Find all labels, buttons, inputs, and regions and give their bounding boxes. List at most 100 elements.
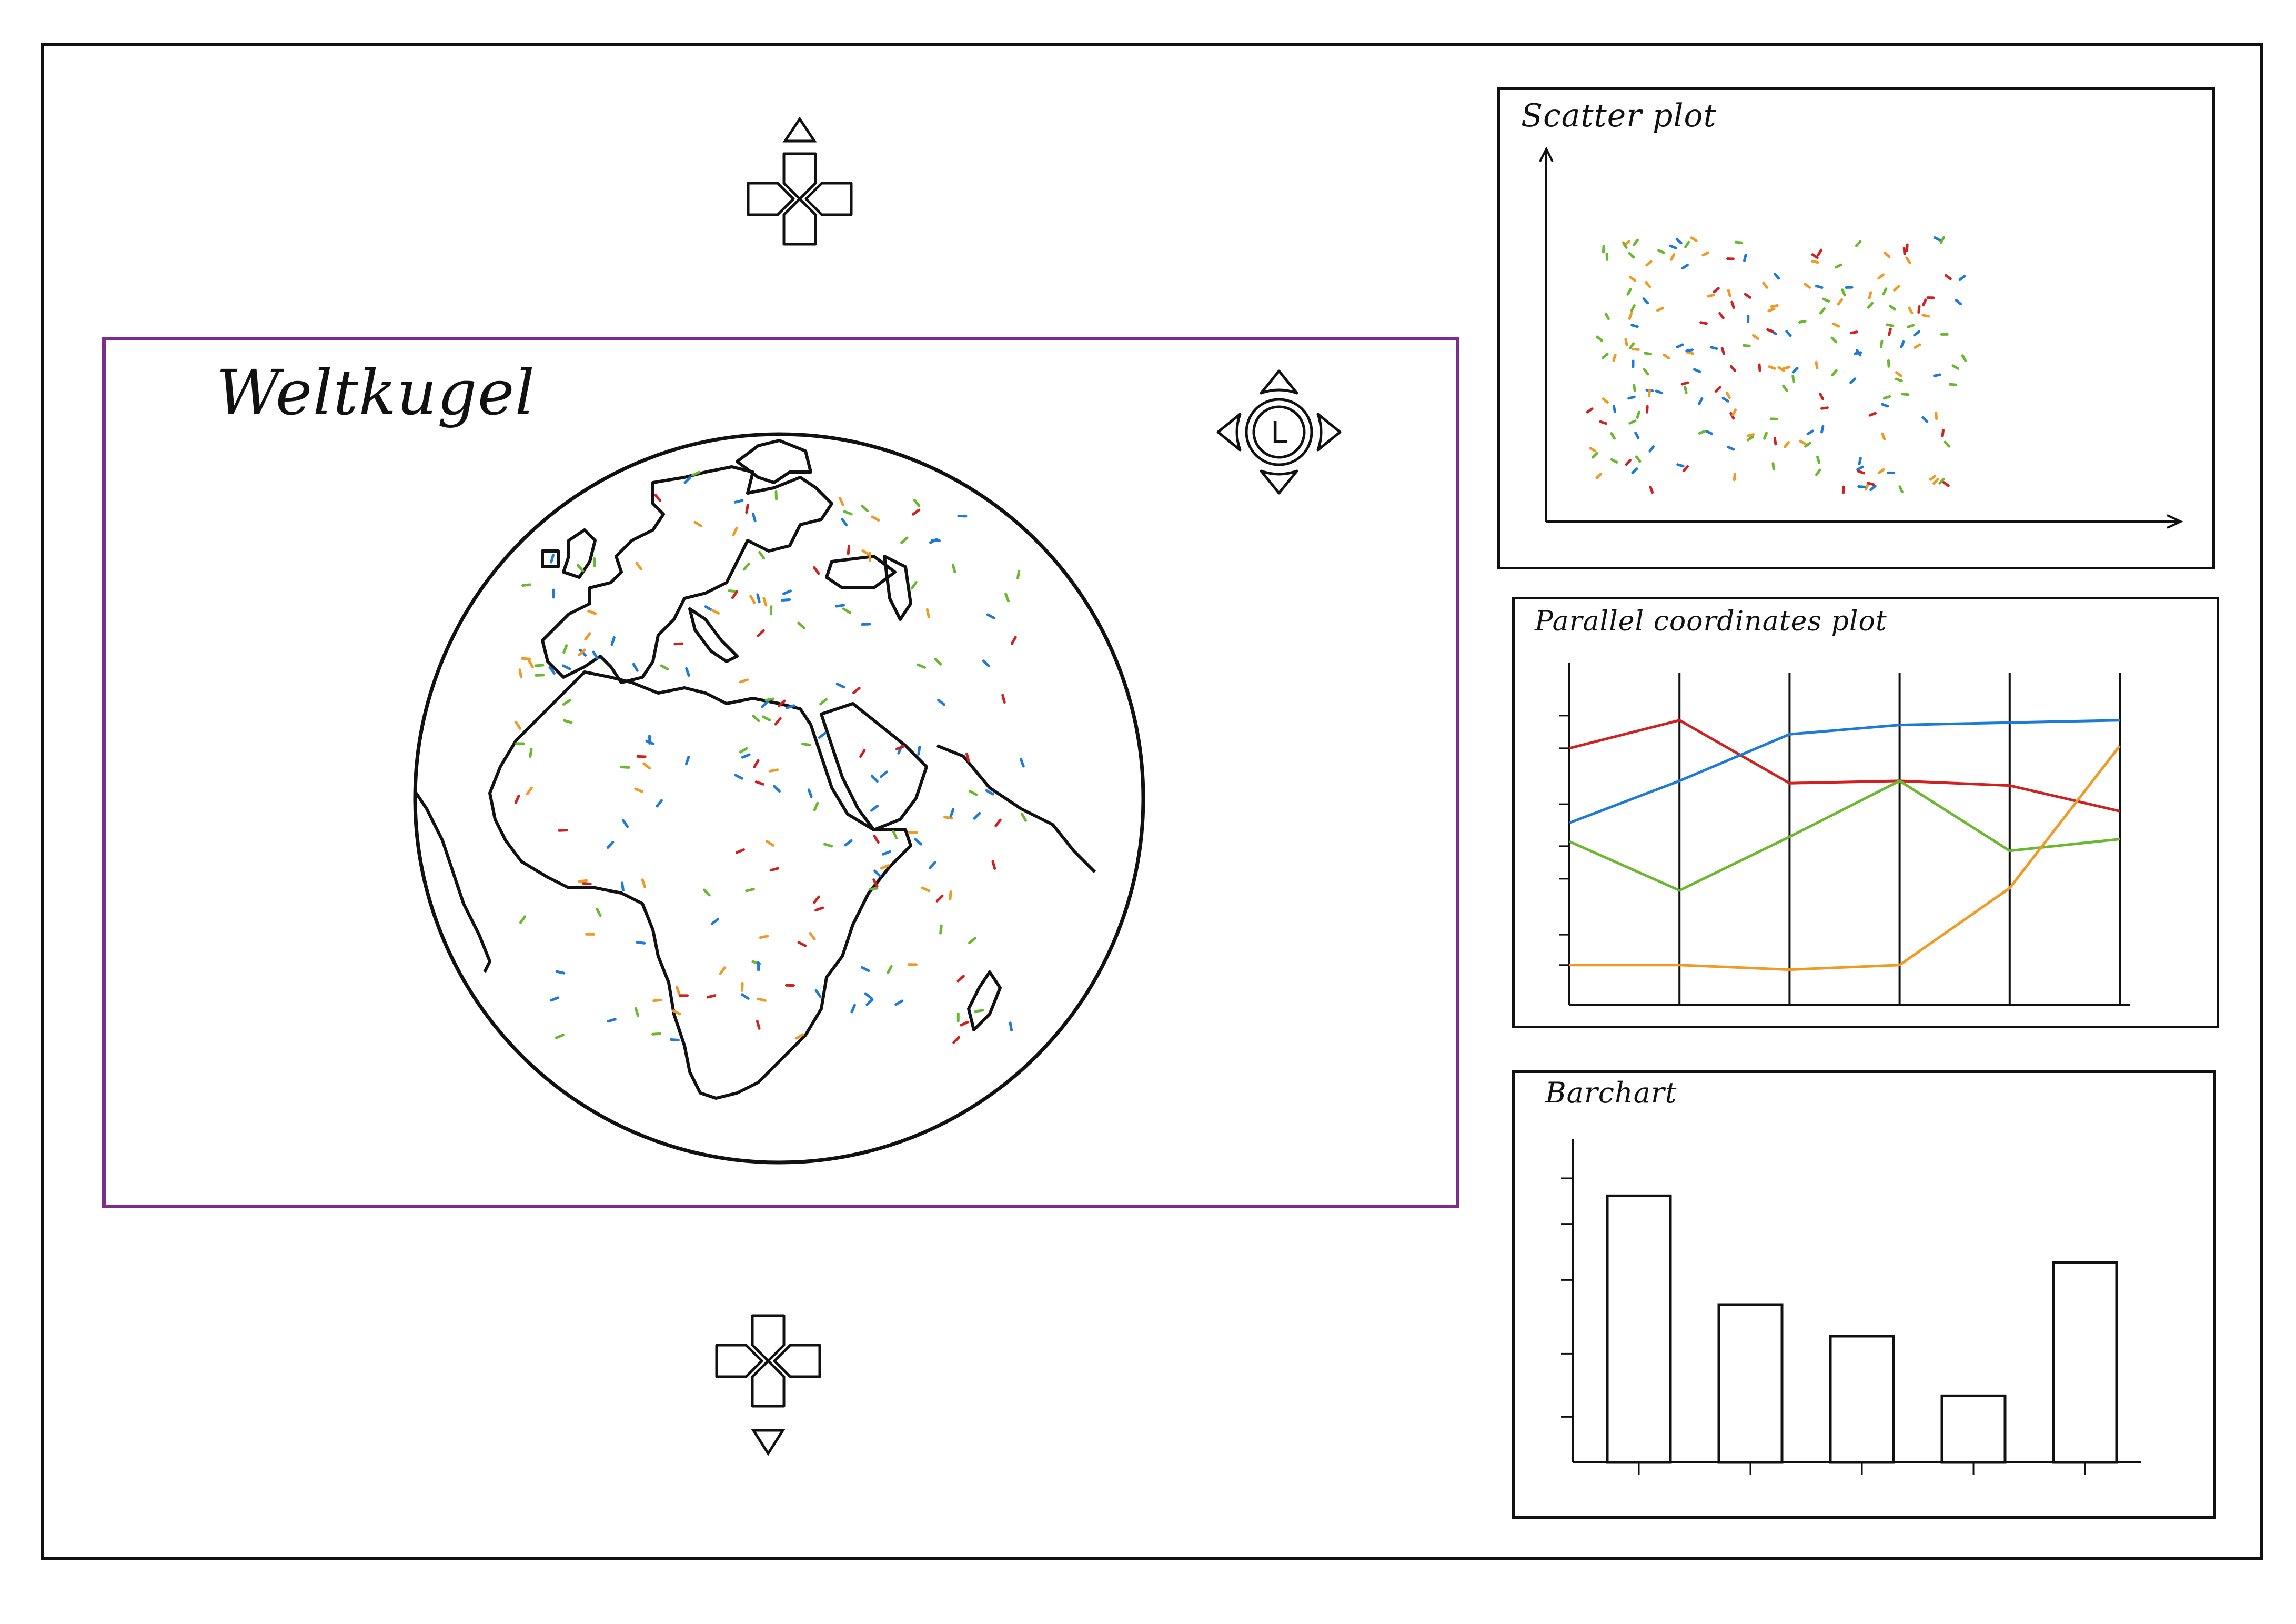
globe-data-point — [521, 583, 531, 587]
scatter-point — [1630, 324, 1639, 328]
globe-data-point — [823, 843, 833, 848]
scatter-point — [1882, 395, 1891, 400]
scatter-point — [1649, 485, 1654, 494]
globe-data-point — [910, 581, 918, 590]
globe-data-point — [754, 780, 764, 786]
scatter-point — [1929, 475, 1937, 481]
scatter-point — [1746, 435, 1754, 442]
scatter-point — [1685, 348, 1694, 353]
globe-data-point — [642, 762, 651, 770]
globe-data-point — [860, 504, 869, 513]
globe-data-point — [913, 498, 921, 507]
scatter-point — [1727, 445, 1735, 451]
globe-data-point — [620, 881, 625, 892]
scatter-point — [1913, 330, 1920, 337]
globe-data-point — [521, 657, 531, 660]
globe-data-point — [991, 860, 996, 870]
globe-data-point — [786, 704, 795, 709]
scatter-point — [1906, 324, 1915, 329]
pcp-series-line — [1568, 779, 2120, 892]
globe-data-point — [818, 731, 827, 739]
scatter-point — [1810, 259, 1819, 264]
globe-data-point — [641, 878, 647, 888]
up-triangle-icon[interactable] — [782, 116, 817, 143]
globe-data-point — [636, 941, 646, 945]
scatter-point — [1881, 432, 1886, 440]
globe-data-point — [865, 998, 874, 1006]
scatter-point — [1602, 353, 1609, 359]
scatter-point — [1586, 407, 1594, 414]
globe-data-point — [835, 683, 845, 689]
scatter-point — [1669, 244, 1677, 249]
scatter-point — [1857, 470, 1866, 475]
down-triangle-icon[interactable] — [751, 1429, 786, 1456]
globe-data-point — [710, 608, 720, 615]
dpad-icon[interactable] — [747, 152, 853, 246]
globe-data-point — [736, 848, 745, 854]
globe-data-point — [684, 755, 690, 766]
scatter-point — [1645, 260, 1653, 267]
scatter-point — [1751, 334, 1759, 340]
continent-outlines — [415, 439, 1096, 1100]
top-dpad-control[interactable] — [737, 116, 863, 268]
bar[interactable] — [1606, 1194, 1672, 1464]
globe-data-point — [581, 881, 592, 886]
scatter-point — [1933, 373, 1941, 377]
scatter-point — [1921, 416, 1929, 423]
scatter-point — [1680, 381, 1689, 386]
globe-data-point — [774, 717, 782, 726]
globe-data-point — [935, 894, 944, 903]
bar[interactable] — [1829, 1335, 1895, 1464]
bar[interactable] — [1717, 1303, 1784, 1464]
globe-data-point — [774, 490, 778, 500]
scatter-point — [1588, 446, 1597, 453]
scatter-point — [1804, 442, 1812, 448]
scatter-point — [1895, 377, 1903, 383]
rotate-control-label: L — [1271, 416, 1287, 450]
scatter-point — [1595, 473, 1603, 479]
globe-map[interactable] — [411, 430, 1147, 1167]
globe-data-point — [753, 759, 760, 768]
scatter-point — [1804, 283, 1811, 289]
scatter-point — [1596, 335, 1603, 342]
scatter-point — [1693, 368, 1701, 373]
globe-data-point — [871, 515, 880, 522]
pcp-series-lines — [1568, 719, 2121, 971]
globe-data-point — [719, 966, 727, 975]
globe-data-point — [814, 906, 824, 912]
parallel-coordinates-plot[interactable] — [1515, 599, 2217, 1026]
globe-data-point — [859, 749, 866, 758]
rotate-control-icon[interactable]: L — [1211, 364, 1347, 500]
scatter-point — [1626, 288, 1632, 296]
dpad-icon[interactable] — [715, 1314, 821, 1408]
globe-data-point — [861, 966, 870, 973]
pcp-y-ticks — [1559, 715, 1569, 966]
bar[interactable] — [1940, 1394, 2007, 1464]
bar[interactable] — [2052, 1261, 2118, 1464]
scatter-plot[interactable] — [1500, 90, 2212, 567]
scatter-point — [1706, 293, 1715, 298]
bottom-dpad-control[interactable] — [705, 1305, 831, 1458]
globe-data-point — [812, 566, 820, 575]
globe-data-point — [606, 840, 615, 849]
scatter-point — [1713, 287, 1720, 294]
globe-data-point — [660, 664, 669, 671]
globe-data-point — [1019, 758, 1025, 768]
scatter-point — [1731, 408, 1737, 417]
globe-data-point — [1009, 1021, 1013, 1032]
globe-data-point — [752, 714, 760, 723]
globe-data-point — [757, 997, 767, 1002]
globe-data-point — [797, 941, 807, 947]
globe-data-point — [819, 698, 828, 706]
scatter-point — [1834, 263, 1842, 269]
globe-data-point — [934, 657, 942, 666]
globe-data-point — [842, 607, 851, 614]
globe-data-point — [607, 1018, 617, 1023]
scatter-plot-panel: Scatter plot — [1497, 87, 2215, 569]
barchart-plot[interactable] — [1515, 1073, 2213, 1516]
globe-data-point — [587, 609, 597, 615]
pcp-series-line — [1569, 745, 2121, 971]
globe-data-point — [801, 743, 811, 747]
scatter-point — [1961, 354, 1967, 362]
globe-data-point — [929, 538, 939, 544]
